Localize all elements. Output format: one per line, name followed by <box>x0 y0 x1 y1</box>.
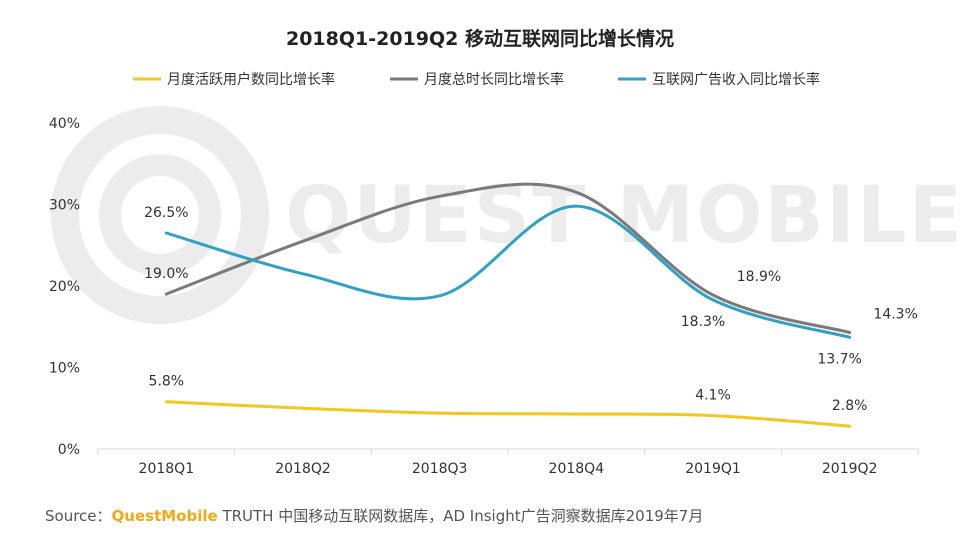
y-tick-label-10pct: 10% <box>49 361 80 377</box>
source-brand: QuestMobile <box>111 507 218 525</box>
watermark: QUEST MOBILE <box>51 106 960 324</box>
y-tick-label-30pct: 30% <box>49 198 80 214</box>
x-tick-label-2019q1: 2019Q1 <box>685 461 741 477</box>
data-label-3-2019q1: 18.3% <box>681 314 725 330</box>
data-label-1-2018q1: 5.8% <box>149 374 185 390</box>
data-label-2-2019q2: 14.3% <box>873 306 917 322</box>
watermark-text: QUEST MOBILE <box>285 171 960 261</box>
y-axis: 0% 10% 20% 30% 40% <box>49 116 80 458</box>
legend-label-3: 互联网广告收入同比增长率 <box>652 71 820 88</box>
x-tick-label-2018q1: 2018Q1 <box>139 461 195 477</box>
y-tick-label-40pct: 40% <box>49 116 80 132</box>
x-axis: 2018Q1 2018Q2 2018Q3 2018Q4 2019Q1 2019Q2 <box>97 449 919 477</box>
legend: 月度活跃用户数同比增长率 月度总时长同比增长率 互联网广告收入同比增长率 <box>133 71 820 88</box>
series-lines <box>164 182 852 428</box>
series-line-ad-revenue <box>164 204 852 339</box>
x-tick-label-2018q3: 2018Q3 <box>412 461 468 477</box>
source-prefix: Source： <box>45 507 112 525</box>
data-label-3-2019q2: 13.7% <box>817 351 861 367</box>
legend-label-2: 月度总时长同比增长率 <box>424 71 564 88</box>
legend-label-1: 月度活跃用户数同比增长率 <box>167 71 335 88</box>
y-tick-label-20pct: 20% <box>49 279 80 295</box>
x-tick-label-2019q2: 2019Q2 <box>822 461 878 477</box>
x-tick-label-2018q4: 2018Q4 <box>549 461 605 477</box>
source-text: TRUTH 中国移动互联网数据库，AD Insight广告洞察数据库2019年7… <box>217 507 704 525</box>
data-label-2-2019q1: 18.9% <box>737 269 781 285</box>
data-label-3-2018q1: 26.5% <box>144 205 188 221</box>
data-label-2-2018q1: 19.0% <box>144 266 188 282</box>
data-labels: 5.8% 4.1% 2.8% 19.0% 18.9% 14.3% 26.5% 18.3% 13.… <box>144 205 918 414</box>
y-tick-label-0pct: 0% <box>58 442 80 458</box>
data-label-1-2019q2: 2.8% <box>832 398 868 414</box>
chart-title: 2018Q1-2019Q2 移动互联网同比增长情况 <box>286 27 674 50</box>
x-tick-label-2018q2: 2018Q2 <box>275 461 331 477</box>
source-line: Source：QuestMobile TRUTH 中国移动互联网数据库，AD I… <box>45 505 703 526</box>
data-label-1-2019q1: 4.1% <box>695 388 731 404</box>
series-line-duration <box>164 182 852 334</box>
series-line-mau <box>164 400 852 428</box>
